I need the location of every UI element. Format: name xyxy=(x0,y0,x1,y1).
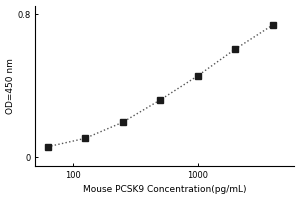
X-axis label: Mouse PCSK9 Concentration(pg/mL): Mouse PCSK9 Concentration(pg/mL) xyxy=(83,185,247,194)
Y-axis label: OD=450 nm: OD=450 nm xyxy=(6,58,15,114)
